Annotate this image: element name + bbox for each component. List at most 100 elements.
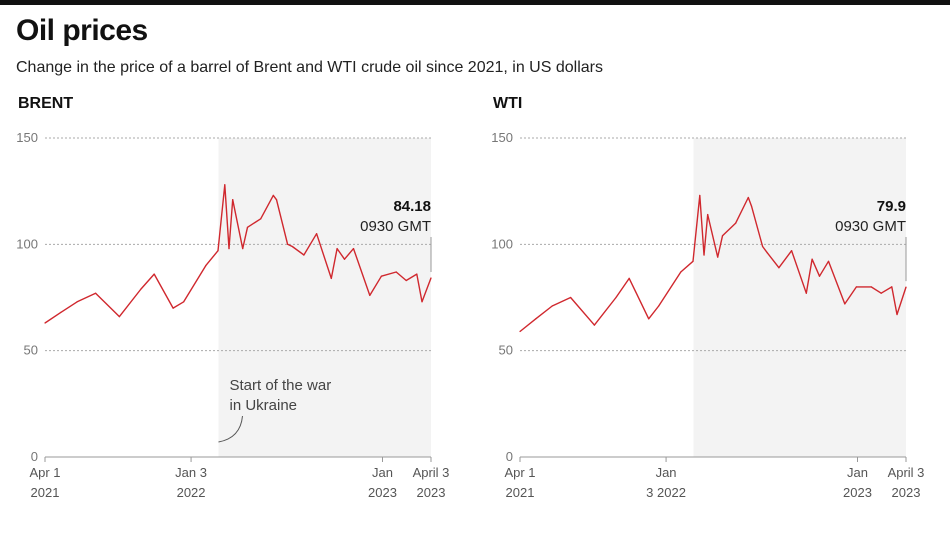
data-point xyxy=(766,252,768,254)
data-point xyxy=(761,245,764,248)
data-point xyxy=(44,322,46,324)
data-point xyxy=(205,265,207,267)
data-point xyxy=(380,275,383,277)
last-value-time: 0930 GMT xyxy=(835,218,906,235)
data-point xyxy=(811,258,813,260)
data-point xyxy=(648,318,650,320)
last-value: 79.9 xyxy=(877,198,906,215)
data-point xyxy=(395,271,397,273)
data-point xyxy=(260,218,262,220)
last-value-time: 0930 GMT xyxy=(360,218,431,235)
y-tick-label: 100 xyxy=(491,236,513,251)
data-point xyxy=(658,305,660,307)
data-point xyxy=(246,226,249,228)
data-point xyxy=(416,273,418,275)
data-point xyxy=(735,222,737,224)
y-tick-label: 100 xyxy=(16,236,38,251)
data-point xyxy=(118,316,120,318)
data-point xyxy=(336,247,338,250)
y-tick-label: 150 xyxy=(16,130,38,145)
price-line xyxy=(519,194,907,333)
data-point xyxy=(421,301,423,303)
chart-title: Oil prices xyxy=(16,14,148,47)
data-point xyxy=(805,292,807,294)
x-tick-label: Jan 3 xyxy=(175,465,207,480)
data-point xyxy=(703,254,705,256)
data-point xyxy=(275,199,278,201)
x-tick-label: 2021 xyxy=(506,485,535,500)
shaded-period xyxy=(693,138,906,457)
data-point xyxy=(172,307,174,309)
data-point xyxy=(570,296,572,299)
data-point xyxy=(352,247,355,250)
annotation-leader xyxy=(218,415,243,443)
data-point xyxy=(790,250,793,252)
y-tick-label: 150 xyxy=(491,130,513,145)
data-point xyxy=(519,330,521,333)
data-point xyxy=(692,260,694,262)
x-tick-label: 2023 xyxy=(417,485,446,500)
data-point xyxy=(707,213,709,216)
data-point xyxy=(628,277,630,279)
data-point xyxy=(818,275,821,277)
x-tick-label: Jan xyxy=(656,465,677,480)
data-point xyxy=(699,194,701,197)
x-tick-label: April 3 xyxy=(413,465,450,480)
data-point xyxy=(224,184,226,186)
data-point xyxy=(430,277,432,279)
data-point xyxy=(905,286,907,288)
top-rule xyxy=(0,0,950,5)
price-line xyxy=(44,184,432,324)
x-tick-label: Jan xyxy=(847,465,868,480)
x-tick-label: Apr 1 xyxy=(29,465,60,480)
x-tick-label: 2021 xyxy=(31,485,60,500)
x-tick-label: Jan xyxy=(372,465,393,480)
data-point xyxy=(747,196,749,199)
data-point xyxy=(880,292,882,294)
x-tick-label: Apr 1 xyxy=(504,465,535,480)
data-point xyxy=(369,294,371,296)
data-point xyxy=(750,205,753,207)
panel-wti: WTI 0 50 100 150 Apr 1 2021 Jan 3 2022 Jan 2023 Apr… xyxy=(491,95,924,500)
x-tick-label: 2022 xyxy=(177,485,206,500)
x-tick-label: 3 2022 xyxy=(646,485,686,500)
data-point xyxy=(896,313,898,316)
x-tick-label: 2023 xyxy=(368,485,397,500)
data-point xyxy=(286,243,289,245)
data-point xyxy=(95,292,97,294)
data-point xyxy=(827,260,830,262)
data-point xyxy=(844,303,846,305)
data-point xyxy=(217,250,219,252)
annotation-text: Start of the war xyxy=(229,377,331,394)
data-point xyxy=(855,286,858,288)
last-value: 84.18 xyxy=(393,198,431,215)
x-tick-label: 2023 xyxy=(843,485,872,500)
y-tick-label: 0 xyxy=(506,449,513,464)
panel-title: WTI xyxy=(493,95,522,112)
chart-subtitle: Change in the price of a barrel of Brent… xyxy=(16,59,603,76)
data-point xyxy=(315,233,318,235)
data-point xyxy=(153,273,155,275)
data-point xyxy=(343,258,346,260)
data-point xyxy=(242,247,244,250)
data-point xyxy=(551,305,553,307)
data-point xyxy=(60,311,62,313)
data-point xyxy=(228,247,230,250)
data-point xyxy=(721,235,724,237)
data-point xyxy=(140,288,142,290)
data-point xyxy=(593,324,595,326)
y-tick-label: 50 xyxy=(24,343,38,358)
y-tick-label: 50 xyxy=(499,343,513,358)
x-tick-label: April 3 xyxy=(888,465,925,480)
data-point xyxy=(232,199,234,201)
data-point xyxy=(535,318,537,320)
data-point xyxy=(303,254,305,256)
data-point xyxy=(891,286,893,288)
data-point xyxy=(405,279,407,282)
x-tick-label: 2023 xyxy=(892,485,921,500)
data-point xyxy=(778,267,780,269)
data-point xyxy=(717,256,719,258)
annotation-text: in Ukraine xyxy=(229,397,297,414)
data-point xyxy=(330,277,332,279)
